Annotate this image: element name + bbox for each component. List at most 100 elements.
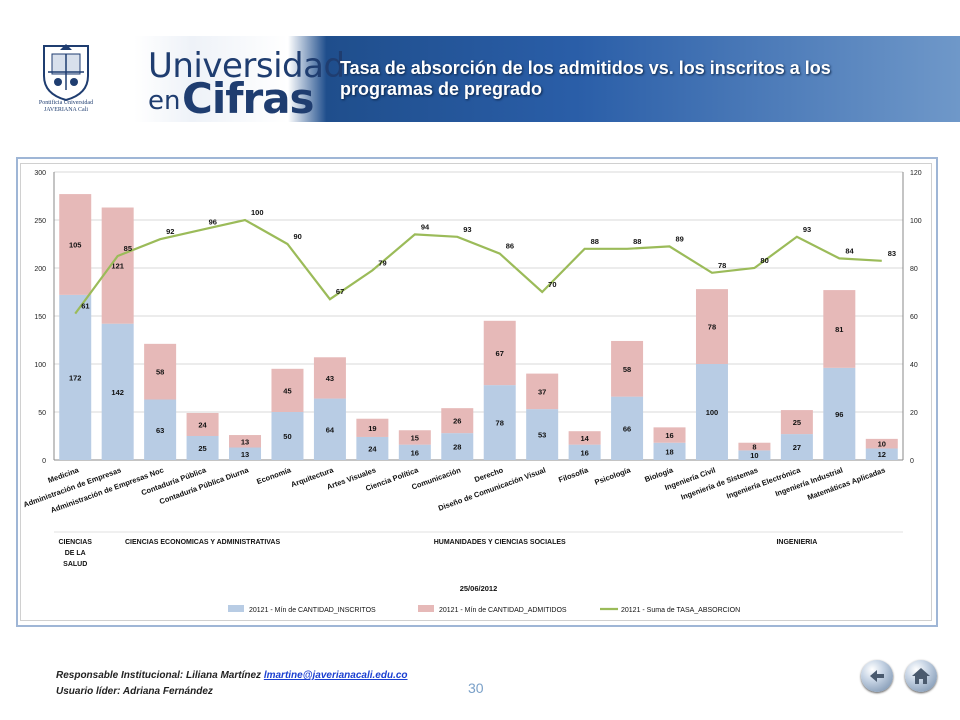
bar-inscritos — [313, 398, 346, 460]
bar-admitidos — [229, 435, 262, 448]
bar-admitidos — [611, 340, 644, 397]
bar-admitidos — [695, 289, 728, 364]
home-button[interactable] — [905, 660, 937, 692]
bar-inscritos — [271, 412, 304, 460]
data-label-inscritos: 12 — [878, 450, 886, 459]
chart-area — [20, 163, 932, 621]
data-label-inscritos: 27 — [793, 443, 801, 452]
bar-inscritos — [186, 436, 219, 460]
bar-inscritos — [483, 385, 516, 460]
data-label-inscritos: 16 — [580, 448, 588, 457]
bar-admitidos — [398, 430, 431, 445]
y2-tick-label: 80 — [910, 266, 918, 273]
brand-line-2-prefix: en — [148, 86, 181, 116]
data-label-inscritos: 78 — [496, 419, 504, 428]
data-label-tasa: 88 — [591, 237, 599, 246]
x-tick-label: Psicología — [593, 465, 632, 487]
data-label-admitidos: 14 — [580, 434, 589, 443]
data-label-inscritos: 172 — [69, 373, 82, 382]
page-title: Tasa de absorción de los admitidos vs. l… — [340, 58, 831, 99]
bar-inscritos — [229, 447, 262, 460]
data-label-admitidos: 26 — [453, 417, 461, 426]
y2-tick-label: 100 — [910, 218, 922, 225]
footer-responsible: Responsable Institucional: Liliana Martí… — [56, 670, 408, 681]
bar-inscritos — [695, 364, 728, 460]
data-label-admitidos: 105 — [69, 240, 82, 249]
group-label-line: SALUD — [63, 561, 87, 568]
footer-leader: Usuario líder: Adriana Fernández — [56, 686, 213, 697]
bar-inscritos — [568, 444, 601, 460]
data-label-tasa: 85 — [124, 244, 132, 253]
bar-inscritos — [101, 323, 134, 460]
x-tick-label: Economía — [255, 465, 293, 486]
legend-swatch — [228, 605, 244, 612]
data-label-admitidos: 37 — [538, 387, 546, 396]
bar-admitidos — [186, 412, 219, 436]
bar-admitidos — [526, 373, 559, 410]
data-label-inscritos: 24 — [368, 444, 377, 453]
bar-admitidos — [823, 290, 856, 368]
y2-tick-label: 120 — [910, 170, 922, 177]
data-label-inscritos: 13 — [241, 450, 249, 459]
bar-admitidos — [441, 408, 474, 434]
bar-admitidos — [356, 418, 389, 437]
data-label-admitidos: 8 — [752, 443, 756, 452]
legend-label: 20121 - Mín de CANTIDAD_INSCRITOS — [249, 607, 376, 614]
data-label-tasa: 100 — [251, 208, 264, 217]
bar-admitidos — [653, 427, 686, 443]
y-tick-label: 150 — [34, 314, 46, 321]
home-icon — [912, 668, 930, 684]
data-label-admitidos: 78 — [708, 323, 716, 332]
footer-email-link[interactable]: lmartine@javerianacali.edu.co — [263, 670, 408, 681]
data-label-admitidos: 16 — [665, 431, 673, 440]
data-label-admitidos: 81 — [835, 325, 843, 334]
data-label-admitidos: 121 — [111, 262, 124, 271]
bar-inscritos — [526, 409, 559, 460]
data-label-inscritos: 142 — [111, 388, 124, 397]
data-label-admitidos: 15 — [411, 433, 419, 442]
bar-inscritos — [865, 448, 898, 460]
legend-label: 20121 - Suma de TASA_ABSORCION — [621, 607, 740, 614]
crest-icon — [43, 44, 89, 102]
data-label-tasa: 92 — [166, 227, 174, 236]
data-label-admitidos: 19 — [368, 424, 376, 433]
data-label-tasa: 78 — [718, 261, 726, 270]
university-crest-logo: Pontificia Universidad JAVERIANA Cali — [38, 42, 94, 116]
y-tick-label: 100 — [34, 362, 46, 369]
data-label-tasa: 93 — [803, 225, 811, 234]
data-label-tasa: 67 — [336, 287, 344, 296]
data-label-inscritos: 63 — [156, 426, 164, 435]
group-label-line: DE LA — [65, 550, 86, 557]
footer-responsible-label: Responsable Institucional: Liliana Martí… — [56, 670, 262, 681]
brand-line-1: Universidad — [148, 46, 345, 86]
data-label-admitidos: 67 — [496, 349, 504, 358]
bar-inscritos — [356, 436, 389, 460]
x-tick-label: Filosofía — [557, 465, 590, 484]
y-tick-label: 250 — [34, 218, 46, 225]
x-axis-title: 25/06/2012 — [460, 584, 498, 593]
crest-text: Pontificia Universidad JAVERIANA Cali — [38, 100, 94, 113]
bar-admitidos — [738, 442, 771, 451]
data-label-admitidos: 58 — [156, 368, 164, 377]
data-label-admitidos: 10 — [878, 440, 886, 449]
header-banner: Pontificia Universidad JAVERIANA Cali Un… — [0, 36, 960, 123]
data-label-tasa: 94 — [421, 222, 430, 231]
bar-admitidos — [483, 320, 516, 386]
data-label-admitidos: 45 — [283, 386, 291, 395]
data-label-inscritos: 28 — [453, 443, 461, 452]
data-label-tasa: 84 — [845, 246, 854, 255]
data-label-admitidos: 13 — [241, 437, 249, 446]
data-label-inscritos: 16 — [411, 448, 419, 457]
data-label-tasa: 70 — [548, 280, 556, 289]
back-button[interactable] — [861, 660, 893, 692]
line-tasa-absorcion — [74, 218, 882, 315]
bar-admitidos — [144, 343, 177, 400]
data-label-inscritos: 53 — [538, 431, 546, 440]
group-label: HUMANIDADES Y CIENCIAS SOCIALES — [434, 539, 566, 546]
page-number: 30 — [468, 680, 484, 696]
group-label-line: CIENCIAS — [58, 539, 92, 546]
group-label: CIENCIAS ECONOMICAS Y ADMINISTRATIVAS — [125, 539, 281, 546]
data-label-inscritos: 10 — [750, 451, 758, 460]
bar-inscritos — [144, 399, 177, 460]
